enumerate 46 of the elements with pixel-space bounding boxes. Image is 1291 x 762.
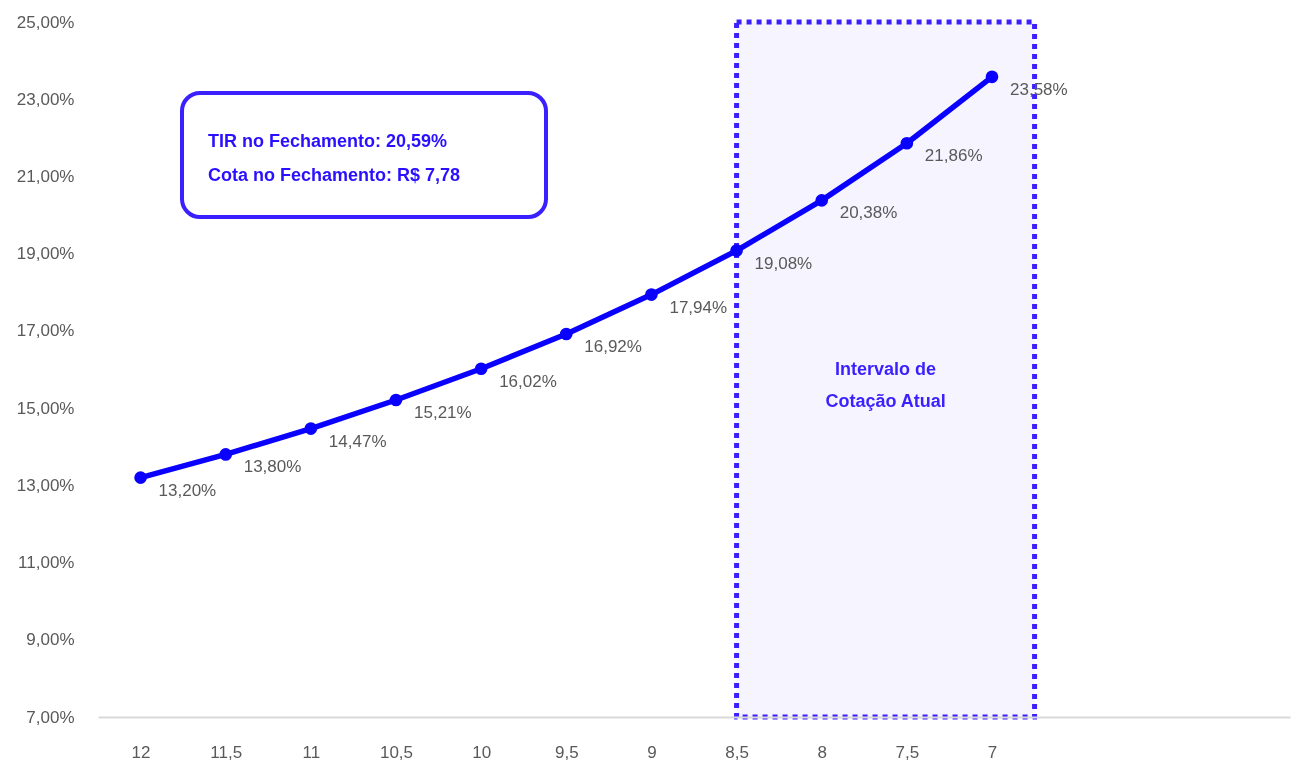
x-tick-label: 8,5	[725, 742, 749, 762]
data-label: 21,86%	[924, 146, 983, 166]
band-label: Intervalo de Cotação Atual	[825, 358, 946, 411]
data-label: 13,80%	[243, 457, 302, 477]
data-label: 13,20%	[158, 480, 217, 500]
y-tick-label: 13,00%	[16, 475, 75, 495]
data-label: 16,92%	[584, 336, 642, 356]
data-label: 17,94%	[669, 297, 728, 317]
annotation: Cota no Fechamento: R$ 7,78	[208, 165, 461, 185]
y-tick-label: 25,00%	[16, 12, 75, 32]
point	[134, 471, 147, 484]
data-label: 16,02%	[499, 371, 557, 391]
point	[474, 362, 488, 376]
data-label: 14,47%	[328, 431, 387, 451]
y-tick-label: 11,00%	[18, 553, 75, 573]
point	[645, 288, 658, 301]
point	[985, 70, 999, 84]
x-tick-label: 9	[647, 742, 657, 762]
point	[304, 422, 318, 435]
y-tick-label: 15,00%	[16, 398, 75, 418]
y-tick-label: 19,00%	[16, 244, 75, 264]
point	[219, 448, 233, 461]
point	[815, 194, 829, 207]
data-label: 15,21%	[414, 403, 472, 422]
x-tick-label: 10,5	[379, 742, 414, 762]
y-tick-label: 17,00%	[16, 321, 75, 341]
data-label: 19,08%	[754, 253, 813, 273]
y-tick-label: 7,00%	[26, 707, 75, 727]
data-label: 20,38%	[839, 203, 898, 223]
x-tick-label: 7,5	[895, 742, 920, 762]
point	[900, 136, 914, 150]
x-tick-label: 11	[302, 742, 321, 762]
data-label: 23,58%	[1010, 79, 1068, 99]
annotation: TIR no Fechamento: 20,59%	[208, 131, 448, 151]
x-tick-label: 8	[817, 742, 827, 762]
x-tick-label: 10	[472, 742, 492, 762]
x-tick-label: 11,5	[210, 742, 243, 762]
y-tick-label: 9,00%	[26, 630, 75, 650]
point	[730, 244, 743, 257]
x-tick-label: 7	[987, 742, 998, 762]
y-tick-label: 21,00%	[16, 166, 75, 186]
point	[559, 327, 573, 341]
y-tick-label: 23,00%	[16, 89, 75, 109]
point	[389, 393, 403, 407]
x-tick-label: 9,5	[554, 742, 579, 762]
x-tick-label: 12	[131, 742, 151, 762]
